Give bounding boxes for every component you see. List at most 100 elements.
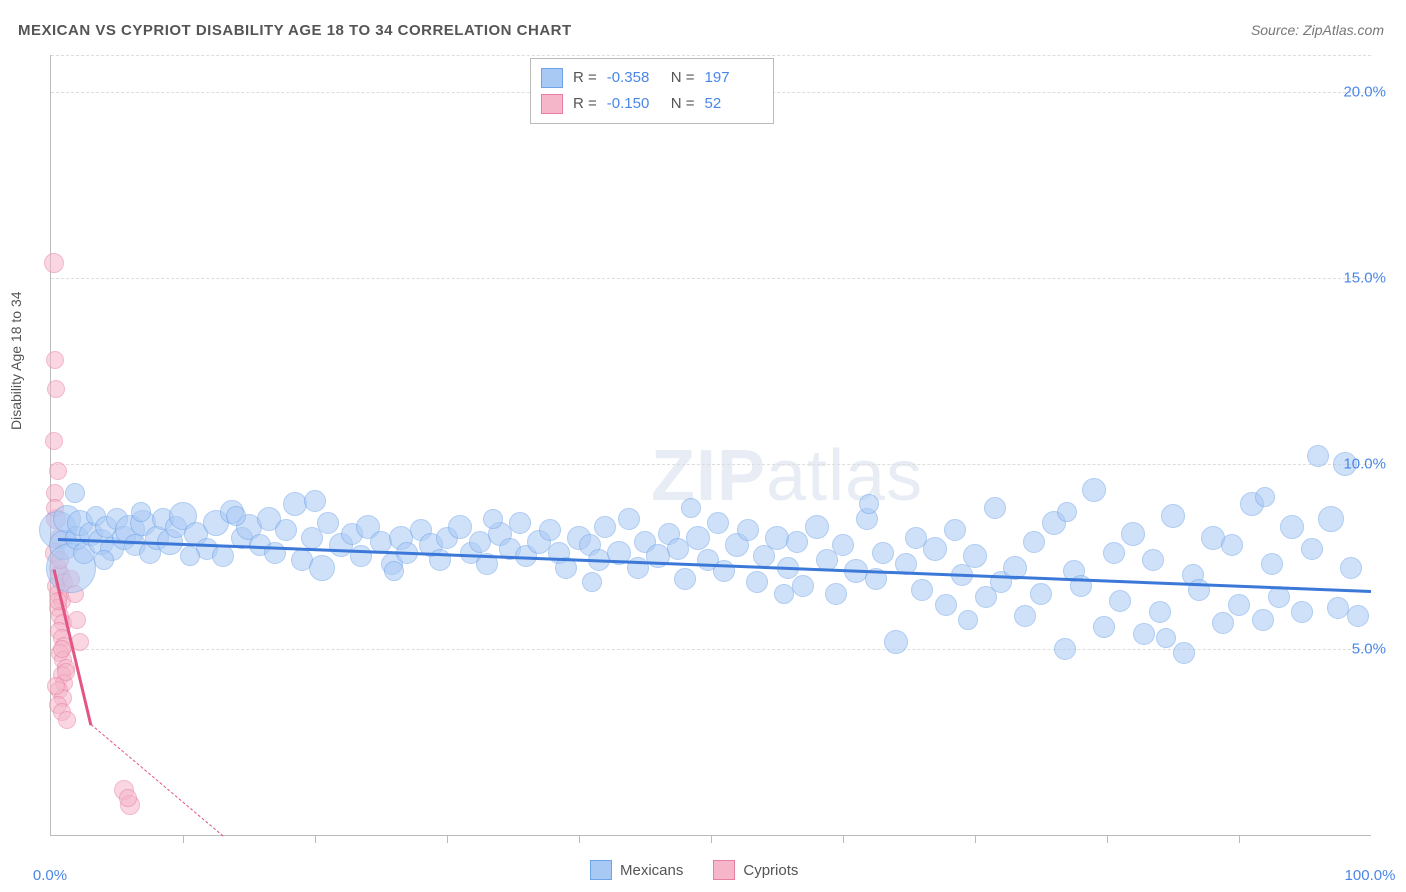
x-tick bbox=[183, 835, 184, 843]
x-tick bbox=[711, 835, 712, 843]
data-point bbox=[872, 542, 894, 564]
swatch-mexicans bbox=[590, 860, 612, 880]
plot-region: ZIPatlas bbox=[50, 55, 1371, 836]
legend-label: Cypriots bbox=[743, 862, 798, 879]
data-point bbox=[1255, 487, 1275, 507]
gridline bbox=[51, 55, 1371, 56]
data-point bbox=[958, 610, 978, 630]
data-point bbox=[384, 561, 404, 581]
y-tick-label: 15.0% bbox=[1343, 269, 1386, 286]
r-label: R = bbox=[573, 65, 597, 91]
data-point bbox=[944, 519, 966, 541]
data-point bbox=[825, 583, 847, 605]
data-point bbox=[792, 575, 814, 597]
y-axis-label: Disability Age 18 to 34 bbox=[8, 291, 24, 430]
data-point bbox=[859, 494, 879, 514]
data-point bbox=[448, 515, 472, 539]
data-point bbox=[68, 611, 86, 629]
data-point bbox=[275, 519, 297, 541]
data-point bbox=[686, 526, 710, 550]
data-point bbox=[1173, 642, 1195, 664]
data-point bbox=[707, 512, 729, 534]
data-point bbox=[1142, 549, 1164, 571]
data-point bbox=[1156, 628, 1176, 648]
x-tick bbox=[1239, 835, 1240, 843]
data-point bbox=[212, 545, 234, 567]
data-point bbox=[57, 663, 75, 681]
data-point bbox=[509, 512, 531, 534]
n-value: 52 bbox=[705, 91, 759, 117]
data-point bbox=[1301, 538, 1323, 560]
data-point bbox=[923, 537, 947, 561]
data-point bbox=[264, 542, 286, 564]
trend-line bbox=[90, 724, 223, 836]
x-tick bbox=[315, 835, 316, 843]
data-point bbox=[483, 509, 503, 529]
data-point bbox=[1221, 534, 1243, 556]
data-point bbox=[1149, 601, 1171, 623]
data-point bbox=[1327, 597, 1349, 619]
data-point bbox=[963, 544, 987, 568]
data-point bbox=[1103, 542, 1125, 564]
n-value: 197 bbox=[705, 65, 759, 91]
data-point bbox=[582, 572, 602, 592]
data-point bbox=[1252, 609, 1274, 631]
data-point bbox=[317, 512, 339, 534]
data-point bbox=[1093, 616, 1115, 638]
data-point bbox=[1340, 557, 1362, 579]
data-point bbox=[226, 506, 246, 526]
data-point bbox=[53, 640, 71, 658]
data-point bbox=[1307, 445, 1329, 467]
data-point bbox=[58, 711, 76, 729]
data-point bbox=[935, 594, 957, 616]
x-tick-label: 100.0% bbox=[1345, 867, 1396, 884]
chart-area: ZIPatlas bbox=[50, 55, 1370, 835]
data-point bbox=[774, 584, 794, 604]
data-point bbox=[1109, 590, 1131, 612]
data-point bbox=[44, 253, 64, 273]
data-point bbox=[1347, 605, 1369, 627]
legend-item-cypriots: Cypriots bbox=[713, 860, 798, 880]
data-point bbox=[1291, 601, 1313, 623]
data-point bbox=[1318, 506, 1344, 532]
data-point bbox=[594, 516, 616, 538]
data-point bbox=[737, 519, 759, 541]
data-point bbox=[746, 571, 768, 593]
gridline bbox=[51, 464, 1371, 465]
data-point bbox=[180, 546, 200, 566]
data-point bbox=[911, 579, 933, 601]
data-point bbox=[805, 515, 829, 539]
data-point bbox=[119, 789, 137, 807]
correlation-row-mexicans: R = -0.358 N = 197 bbox=[541, 65, 759, 91]
data-point bbox=[618, 508, 640, 530]
data-point bbox=[304, 490, 326, 512]
data-point bbox=[674, 568, 696, 590]
data-point bbox=[539, 519, 561, 541]
swatch-mexicans bbox=[541, 68, 563, 88]
data-point bbox=[786, 531, 808, 553]
source-label: Source: ZipAtlas.com bbox=[1251, 22, 1384, 38]
x-tick bbox=[447, 835, 448, 843]
data-point bbox=[309, 555, 335, 581]
data-point bbox=[832, 534, 854, 556]
data-point bbox=[1228, 594, 1250, 616]
swatch-cypriots bbox=[541, 94, 563, 114]
n-label: N = bbox=[671, 65, 695, 91]
data-point bbox=[681, 498, 701, 518]
x-tick bbox=[1107, 835, 1108, 843]
data-point bbox=[1212, 612, 1234, 634]
swatch-cypriots bbox=[713, 860, 735, 880]
n-label: N = bbox=[671, 91, 695, 117]
data-point bbox=[47, 380, 65, 398]
r-label: R = bbox=[573, 91, 597, 117]
data-point bbox=[1280, 515, 1304, 539]
data-point bbox=[1030, 583, 1052, 605]
data-point bbox=[131, 502, 151, 522]
data-point bbox=[1082, 478, 1106, 502]
data-point bbox=[1121, 522, 1145, 546]
data-point bbox=[1014, 605, 1036, 627]
correlation-legend: R = -0.358 N = 197 R = -0.150 N = 52 bbox=[530, 58, 774, 124]
data-point bbox=[1261, 553, 1283, 575]
legend-item-mexicans: Mexicans bbox=[590, 860, 683, 880]
data-point bbox=[1057, 502, 1077, 522]
